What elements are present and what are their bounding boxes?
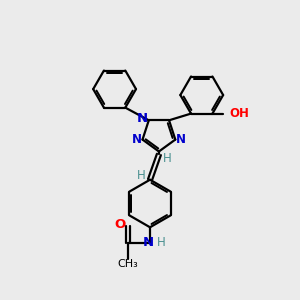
Text: N: N — [143, 236, 154, 249]
Text: H: H — [157, 236, 166, 249]
Text: N: N — [176, 133, 186, 146]
Text: N: N — [132, 133, 142, 146]
Text: OH: OH — [230, 107, 249, 120]
Text: N: N — [137, 112, 148, 125]
Text: O: O — [115, 218, 126, 231]
Text: H: H — [163, 152, 172, 165]
Text: CH₃: CH₃ — [117, 259, 138, 269]
Text: H: H — [137, 169, 146, 182]
